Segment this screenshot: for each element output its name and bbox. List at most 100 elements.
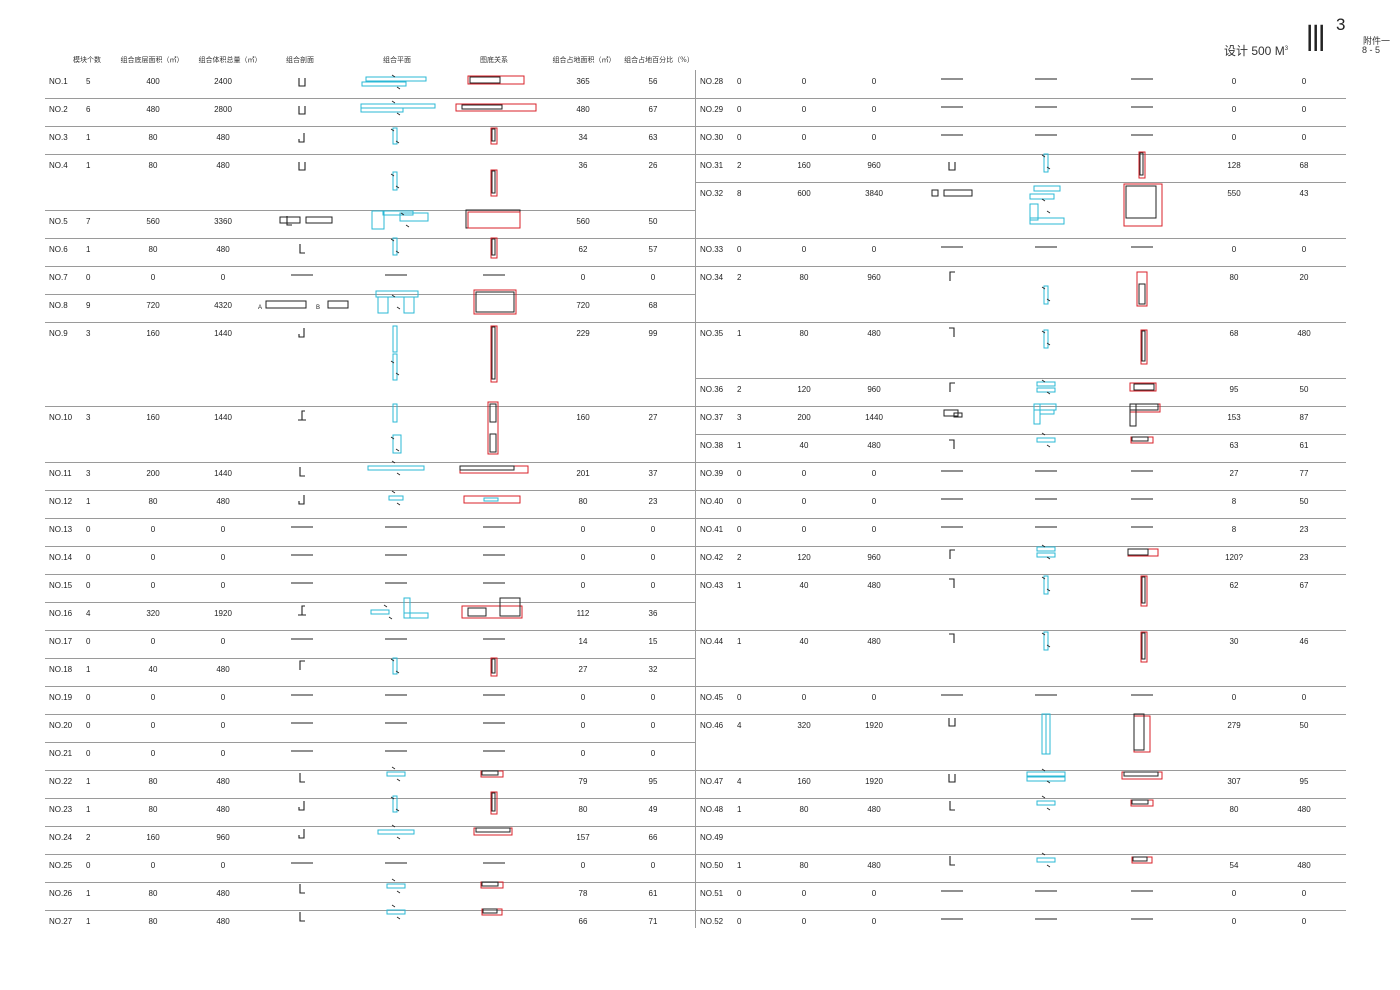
- table-row: NO.10 3 160 1440 160 27: [45, 406, 695, 463]
- figure-outline-core: [1139, 152, 1144, 176]
- plan-bar: [386, 771, 406, 777]
- section-block: [305, 216, 333, 224]
- footprint-percent: 66: [648, 833, 658, 842]
- plan-bar: [1043, 285, 1049, 305]
- row-id: NO.37: [700, 413, 724, 422]
- footprint-percent: 23: [1299, 525, 1309, 534]
- plan-bar: [1029, 203, 1039, 221]
- footprint-area: 153: [1227, 413, 1241, 422]
- base-area: 0: [150, 553, 156, 562]
- plan-arrows-icon: [390, 658, 400, 674]
- footprint-percent: 0: [1301, 917, 1307, 926]
- figure-black-outline: [1123, 771, 1159, 777]
- section-block: [931, 189, 939, 197]
- total-volume: 0: [871, 525, 877, 534]
- base-area: 0: [150, 581, 156, 590]
- module-count: 1: [737, 441, 742, 450]
- module-count: 2: [737, 385, 742, 394]
- footprint-area: 112: [576, 609, 590, 618]
- plan-bar: [392, 353, 398, 381]
- module-count: 1: [86, 805, 91, 814]
- plan-arrows-icon: [391, 878, 401, 894]
- total-volume: 480: [216, 161, 230, 170]
- plan-bar: [403, 296, 415, 314]
- total-volume: 480: [867, 637, 881, 646]
- plan-arrows-icon: [1041, 576, 1051, 592]
- plan-bar: [1036, 800, 1056, 806]
- row-id: NO.35: [700, 329, 724, 338]
- module-count: 0: [737, 77, 742, 86]
- section-r-icon: [949, 271, 955, 281]
- footprint-area: 550: [1227, 189, 1241, 198]
- footprint-area: 560: [576, 217, 590, 226]
- table-row: NO.49: [696, 826, 1346, 855]
- footprint-percent: 67: [648, 105, 658, 114]
- section-block: [953, 412, 963, 418]
- table-row: NO.17 0 0 0 14 15: [45, 630, 695, 659]
- table-row: NO.2 6 480 2800 480 67: [45, 98, 695, 127]
- figure-outline: [1138, 151, 1146, 179]
- table-row: NO.43 1 40 480 62 67: [696, 574, 1346, 631]
- footprint-percent: 0: [650, 553, 656, 562]
- plan-bar: [399, 212, 429, 222]
- table-row: NO.42 2 120 960 120? 23: [696, 546, 1346, 575]
- section-l-icon: [299, 467, 305, 477]
- figure-black-outline: [1129, 403, 1159, 411]
- plan-arrows-icon: [390, 238, 400, 254]
- plan-bar: [1043, 153, 1049, 173]
- table-row: NO.9 3 160 1440 229 99: [45, 322, 695, 407]
- total-volume: 480: [216, 805, 230, 814]
- plan-bar: [1036, 387, 1056, 393]
- section-7-icon: [949, 633, 955, 643]
- figure-black-outline: [1133, 383, 1155, 391]
- table-row: NO.7 0 0 0 0 0: [45, 266, 695, 295]
- logo-superscript: 3: [1336, 15, 1346, 34]
- footprint-area: 78: [578, 889, 588, 898]
- section-label-b: B: [316, 305, 320, 311]
- module-count: 0: [737, 105, 742, 114]
- figure-black-outline: [489, 433, 497, 453]
- base-area: 80: [148, 917, 158, 926]
- module-count: 0: [737, 133, 742, 142]
- base-area: 160: [146, 329, 160, 338]
- row-id: NO.14: [49, 553, 73, 562]
- plan-bar: [1033, 403, 1057, 411]
- plan-bar: [392, 171, 398, 191]
- plan-arrows-icon: [1041, 852, 1051, 868]
- footprint-percent: 68: [648, 301, 658, 310]
- footprint-percent: 0: [650, 581, 656, 590]
- figure-black-outline: [465, 209, 521, 229]
- figure-red-outline: [467, 211, 521, 229]
- module-count: 0: [737, 469, 742, 478]
- plan-arrows-icon: [400, 212, 410, 228]
- row-id: NO.8: [49, 301, 68, 310]
- footprint-percent: 99: [648, 329, 658, 338]
- module-count: 3: [86, 469, 91, 478]
- section-u-icon: [298, 106, 306, 115]
- row-id: NO.38: [700, 441, 724, 450]
- module-count: 1: [86, 777, 91, 786]
- figure-outline: [1130, 436, 1154, 444]
- plan-bar: [1036, 381, 1056, 387]
- plan-arrows-icon: [391, 490, 401, 506]
- base-area: 160: [146, 413, 160, 422]
- table-row: NO.29 0 0 0 0 0: [696, 98, 1346, 127]
- plan-arrows-icon: [1041, 432, 1051, 448]
- row-id: NO.3: [49, 133, 68, 142]
- table-row: NO.31 2 160 960 128 68: [696, 154, 1346, 183]
- table-row: NO.27 1 80 480 66 71: [45, 910, 695, 928]
- row-id: NO.47: [700, 777, 724, 786]
- module-count: 5: [86, 77, 91, 86]
- table-row: NO.14 0 0 0 0 0: [45, 546, 695, 575]
- design-label-text: 设计 500 M: [1224, 44, 1285, 58]
- total-volume: 4320: [214, 301, 232, 310]
- module-count: 0: [86, 525, 91, 534]
- footprint-percent: 23: [1299, 553, 1309, 562]
- section-l-icon: [299, 244, 305, 254]
- footprint-percent: 32: [648, 665, 658, 674]
- footprint-percent: 0: [1301, 693, 1307, 702]
- base-area: 720: [146, 301, 160, 310]
- total-volume: 0: [220, 693, 226, 702]
- figure-black-outline: [475, 827, 511, 833]
